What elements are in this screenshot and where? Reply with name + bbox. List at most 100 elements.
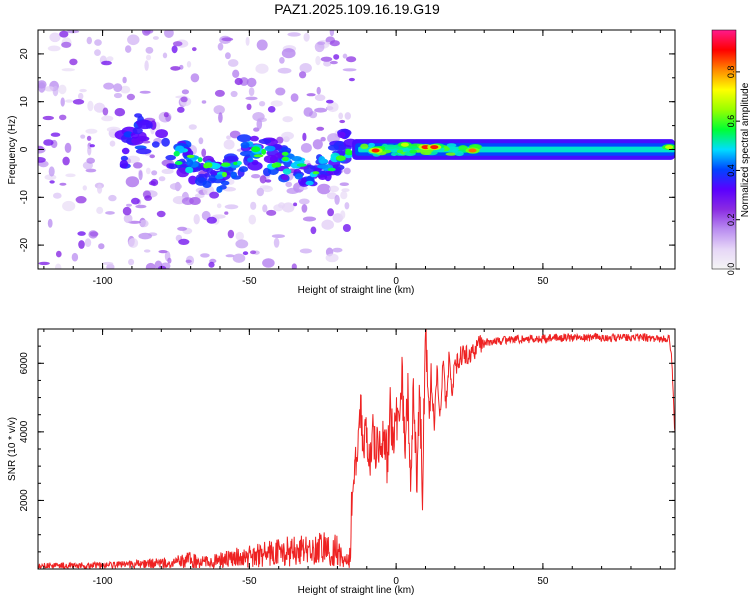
- spectral-blob: [167, 257, 172, 264]
- spectral-blob: [316, 126, 325, 131]
- spectral-blob: [240, 141, 250, 149]
- snr-x-axis: -100 -50 0 50: [43, 329, 661, 587]
- spectral-blob: [232, 69, 240, 79]
- spectral-blob: [291, 156, 303, 162]
- spectral-blob: [97, 184, 103, 194]
- spectral-blob: [282, 156, 289, 162]
- spectral-blob: [282, 168, 292, 175]
- spectral-blob: [162, 52, 168, 59]
- spectral-blob: [52, 85, 59, 97]
- spectral-blob: [108, 194, 117, 202]
- spectral-blob: [245, 96, 258, 101]
- spectrogram-y-axis-label: Frequency (Hz): [7, 116, 18, 185]
- spectral-blob: [138, 232, 152, 240]
- spectral-blob: [188, 124, 197, 130]
- spectral-blob: [248, 87, 255, 96]
- spectral-blob: [151, 141, 160, 148]
- spectral-blob: [290, 93, 299, 102]
- spectral-blob: [82, 185, 88, 191]
- spectral-blob: [314, 107, 327, 113]
- spectral-blob: [264, 145, 276, 152]
- spectral-blob: [38, 261, 50, 266]
- spectral-blob: [271, 234, 285, 239]
- spectral-blob: [329, 40, 340, 47]
- spectrogram-heatmap: [38, 30, 675, 269]
- spectral-blob: [38, 82, 46, 93]
- spectral-blob: [266, 209, 277, 216]
- tick-label: 50: [537, 576, 549, 587]
- spectral-blob: [158, 176, 166, 182]
- spectral-blob: [317, 164, 329, 169]
- spectral-blob: [227, 59, 239, 67]
- spectral-blob: [85, 168, 97, 173]
- spectral-blob: [298, 198, 310, 205]
- tick-label: 0: [19, 146, 30, 152]
- spectral-blob: [256, 118, 263, 130]
- spectral-blob: [163, 112, 169, 118]
- spectral-blob: [106, 56, 114, 62]
- spectral-blob: [420, 150, 432, 155]
- spectral-blob: [164, 30, 174, 38]
- spectral-blob: [293, 202, 298, 207]
- spectral-blob: [320, 136, 326, 142]
- spectral-blob: [302, 132, 307, 142]
- spectral-blob: [224, 211, 229, 215]
- spectral-blob: [342, 53, 348, 59]
- spectral-blob: [287, 32, 301, 37]
- spectral-blob: [225, 254, 235, 258]
- snr-x-axis-label: Height of straight line (km): [298, 585, 415, 596]
- spectral-blob: [139, 90, 151, 94]
- spectral-blob: [212, 214, 226, 219]
- spectral-blob: [79, 88, 87, 93]
- spectral-blob: [137, 131, 147, 142]
- spectral-blob: [396, 149, 404, 154]
- spectral-blob: [174, 161, 183, 165]
- spectral-blob: [106, 263, 115, 269]
- spectrogram-x-axis-label: Height of straight line (km): [298, 285, 415, 296]
- tick-label: 0: [393, 576, 399, 587]
- spectral-blob: [299, 186, 308, 191]
- spectral-blob: [113, 83, 123, 92]
- spectral-blob: [65, 99, 74, 103]
- spectral-blob: [446, 143, 457, 148]
- spectral-blob: [278, 147, 292, 154]
- spectral-blob: [78, 92, 84, 100]
- spectral-blob: [262, 204, 268, 213]
- spectral-blob: [222, 171, 227, 178]
- spectral-blob: [344, 112, 351, 120]
- spectral-blob: [251, 174, 261, 179]
- spectral-blob: [125, 45, 132, 53]
- spectral-blob: [235, 239, 249, 249]
- tick-label: 10: [19, 96, 30, 108]
- spectral-blob: [665, 145, 674, 150]
- spectral-blob: [407, 145, 418, 150]
- tick-label: -50: [242, 276, 257, 287]
- spectral-blob: [303, 107, 313, 117]
- spectral-blob: [282, 202, 295, 213]
- spectral-blob: [323, 60, 332, 67]
- spectral-blob: [314, 167, 322, 173]
- spectral-blob: [135, 148, 152, 155]
- spectral-blob: [277, 67, 292, 74]
- spectral-blob: [262, 258, 275, 268]
- spectral-blob: [256, 187, 264, 197]
- spectral-blob: [208, 174, 218, 182]
- spectral-blob: [310, 226, 317, 235]
- spectral-blob: [320, 56, 333, 62]
- spectral-blob: [44, 86, 55, 92]
- spectral-blob: [86, 135, 92, 141]
- spectral-blob: [122, 206, 132, 216]
- spectral-blob: [171, 45, 178, 54]
- spectral-blob: [341, 188, 350, 193]
- spectral-blob: [299, 63, 312, 73]
- tick-label: 0.6: [726, 115, 736, 128]
- spectral-blob: [59, 182, 67, 186]
- spectral-blob: [235, 231, 244, 241]
- spectral-blob: [330, 60, 338, 65]
- spectral-blob: [245, 36, 250, 46]
- spectral-blob: [87, 100, 94, 112]
- spectral-blob: [216, 186, 223, 193]
- spectral-blob: [128, 258, 135, 266]
- spectral-blob: [223, 139, 235, 150]
